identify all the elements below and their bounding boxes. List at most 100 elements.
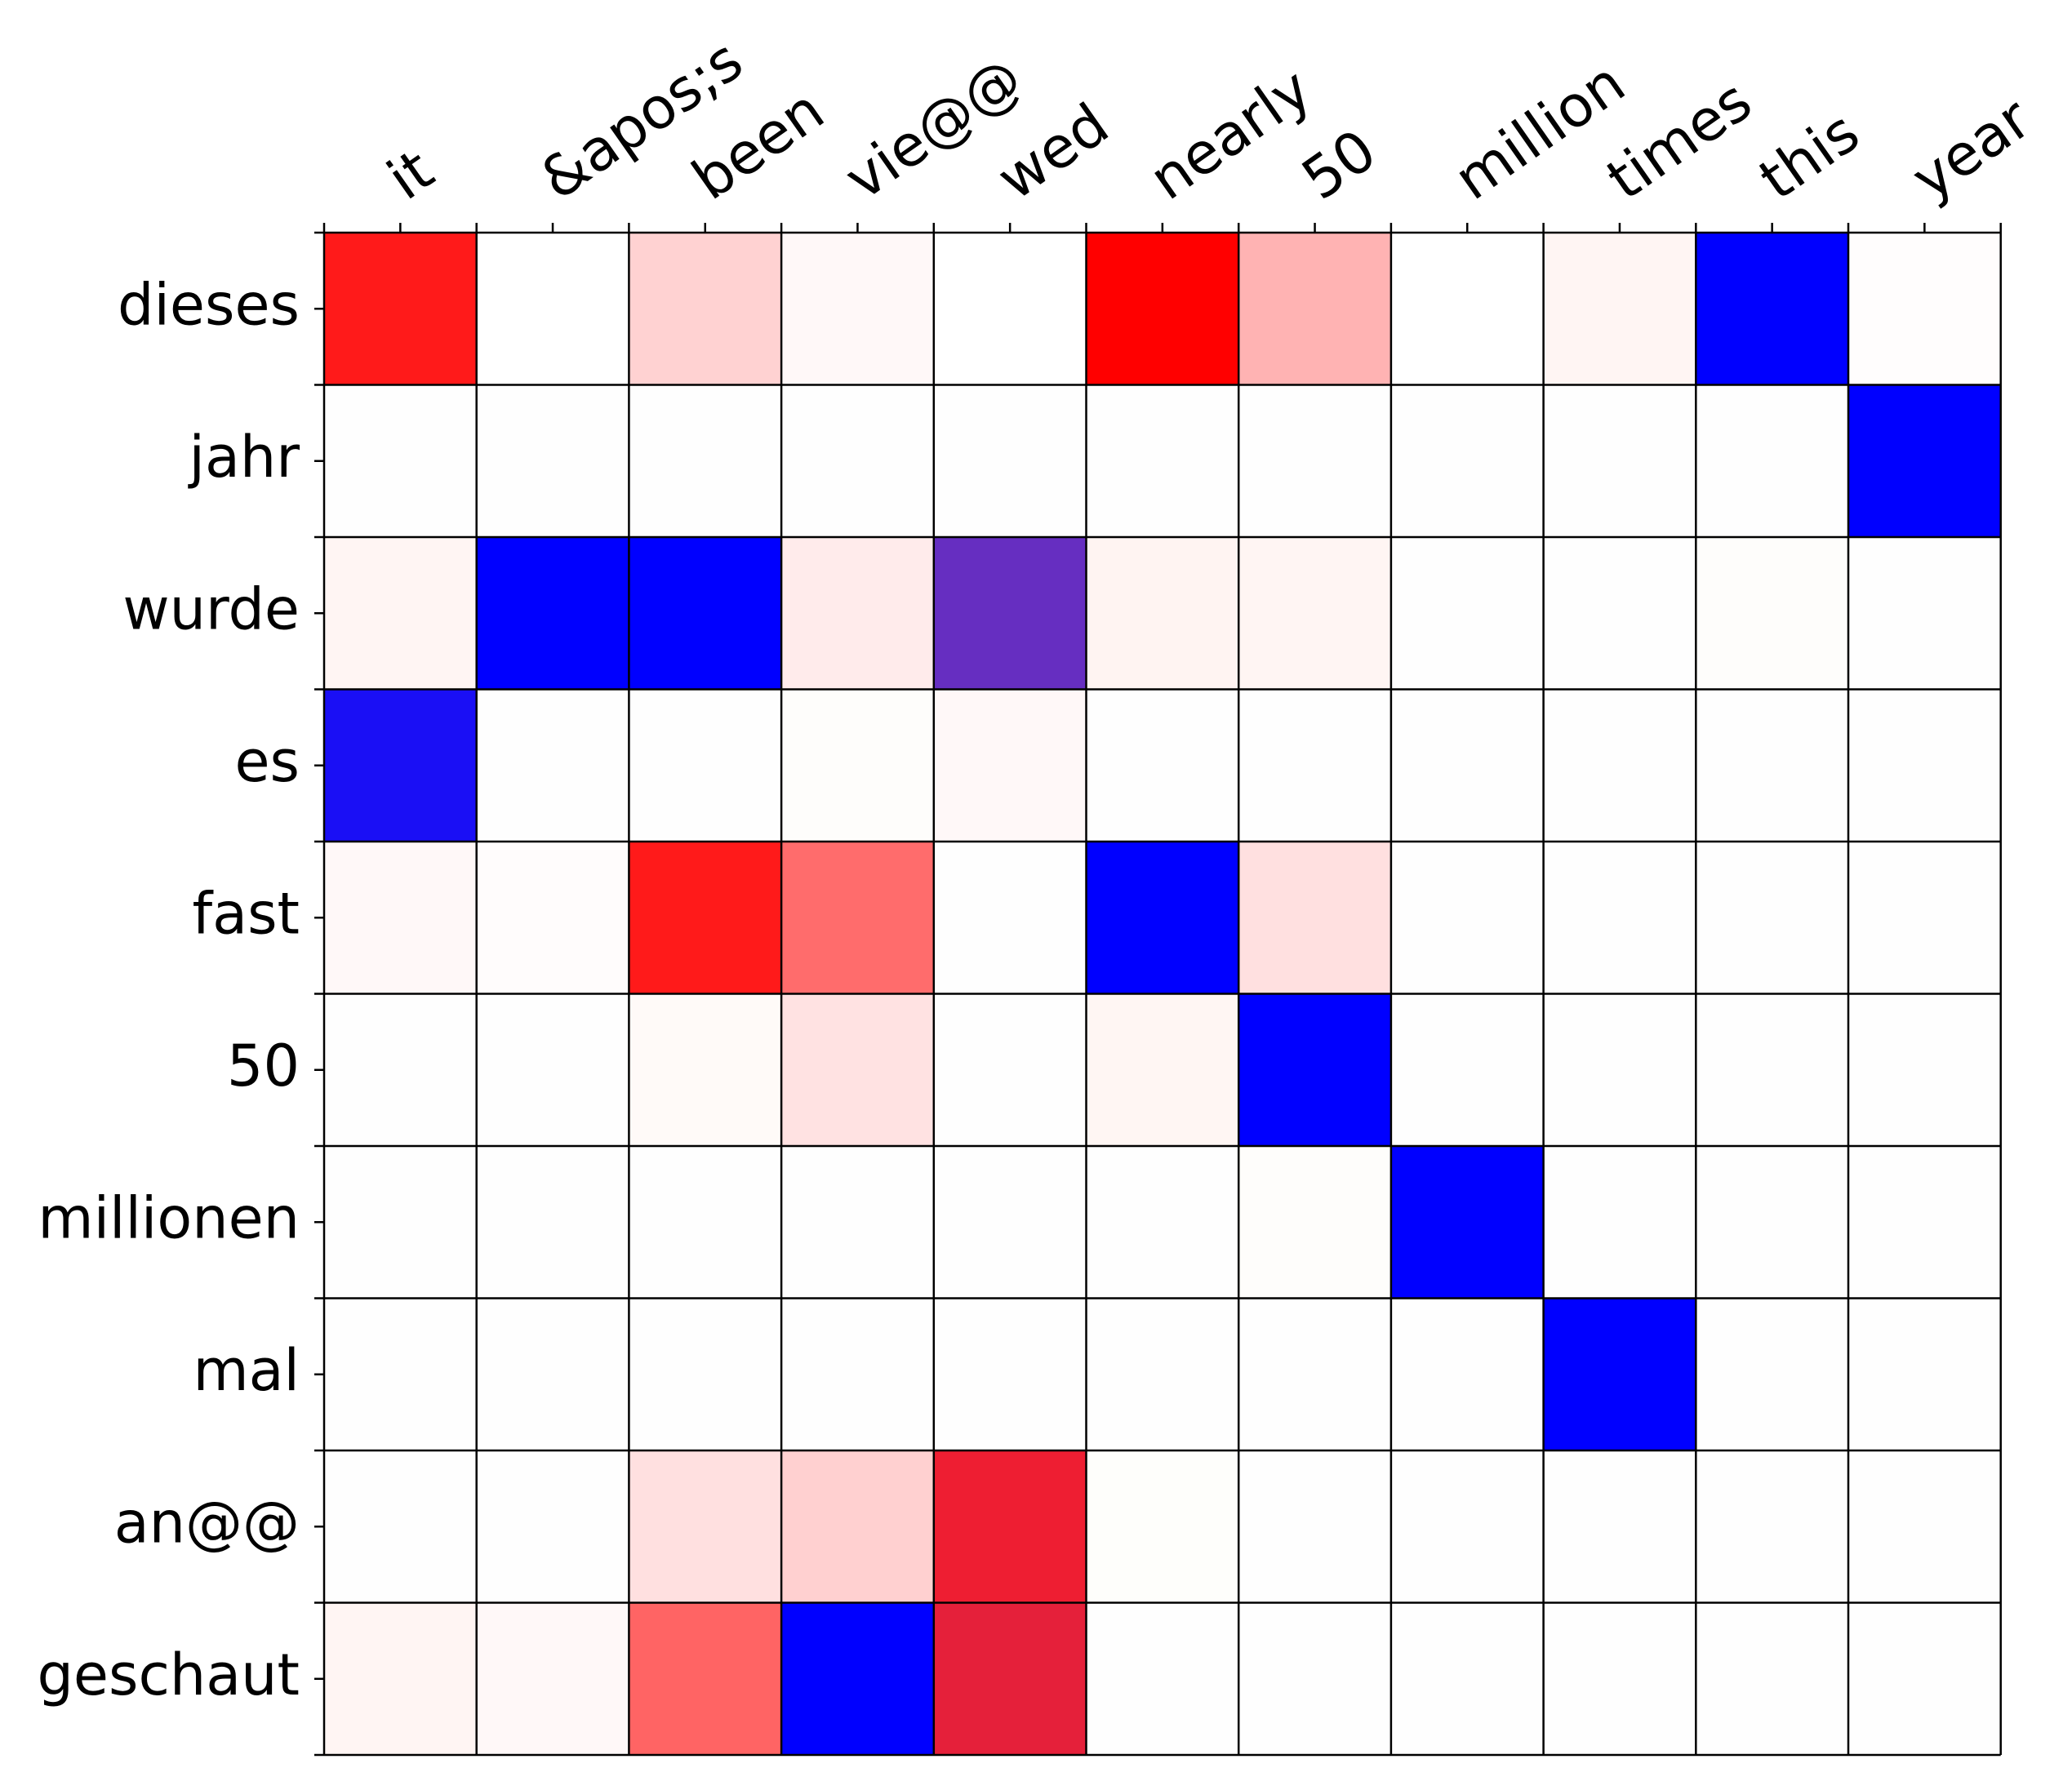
y-tick-label: wurde xyxy=(122,575,300,642)
heatmap-cell-r4-c8 xyxy=(1543,842,1696,994)
y-tick-label: mal xyxy=(193,1337,300,1404)
heatmap-cell-r9-c5 xyxy=(1086,1602,1239,1755)
heatmap-cell-r4-c1 xyxy=(476,842,629,994)
heatmap-cell-r6-c7 xyxy=(1390,1146,1544,1299)
heatmap-cell-r9-c2 xyxy=(629,1602,782,1755)
heatmap-cell-r2-c0 xyxy=(324,537,477,690)
heatmap-cell-r4-c6 xyxy=(1238,842,1391,994)
y-tick-label: dieses xyxy=(118,271,300,338)
heatmap-cell-r4-c2 xyxy=(629,842,782,994)
heatmap-cell-r1-c5 xyxy=(1086,384,1239,537)
heatmap-cell-r3-c7 xyxy=(1390,689,1544,842)
heatmap-cell-r9-c4 xyxy=(933,1602,1087,1755)
heatmap-cell-r0-c4 xyxy=(933,233,1087,385)
heatmap-cell-r3-c2 xyxy=(629,689,782,842)
heatmap-cell-r5-c5 xyxy=(1086,993,1239,1146)
heatmap-cell-r5-c6 xyxy=(1238,993,1391,1146)
heatmap-cell-r9-c8 xyxy=(1543,1602,1696,1755)
heatmap-cell-r9-c7 xyxy=(1390,1602,1544,1755)
heatmap-cell-r1-c8 xyxy=(1543,384,1696,537)
heatmap-cell-r4-c3 xyxy=(781,842,934,994)
heatmap-cell-r8-c8 xyxy=(1543,1450,1696,1603)
heatmap-cell-r4-c0 xyxy=(324,842,477,994)
heatmap-cell-r6-c3 xyxy=(781,1146,934,1299)
heatmap-cell-r2-c8 xyxy=(1543,537,1696,690)
x-tick-label: million xyxy=(1443,49,1637,213)
heatmap-cells xyxy=(324,233,2001,1755)
heatmap-cell-r1-c4 xyxy=(933,384,1087,537)
heatmap-cell-r7-c0 xyxy=(324,1298,477,1450)
heatmap-cell-r8-c7 xyxy=(1390,1450,1544,1603)
heatmap-cell-r1-c2 xyxy=(629,384,782,537)
heatmap-cell-r2-c10 xyxy=(1848,537,2001,690)
heatmap-cell-r7-c5 xyxy=(1086,1298,1239,1450)
heatmap-cell-r5-c0 xyxy=(324,993,477,1146)
heatmap-cell-r5-c7 xyxy=(1390,993,1544,1146)
heatmap-cell-r0-c3 xyxy=(781,233,934,385)
heatmap-cell-r2-c6 xyxy=(1238,537,1391,690)
heatmap-cell-r7-c6 xyxy=(1238,1298,1391,1450)
heatmap-cell-r1-c9 xyxy=(1696,384,1848,537)
heatmap-cell-r1-c3 xyxy=(781,384,934,537)
x-tick-label: vie@@ xyxy=(833,44,1034,213)
heatmap-cell-r3-c6 xyxy=(1238,689,1391,842)
heatmap-cell-r1-c0 xyxy=(324,384,477,537)
heatmap-cell-r2-c7 xyxy=(1390,537,1544,690)
heatmap-cell-r9-c10 xyxy=(1848,1602,2001,1755)
y-tick-label: fast xyxy=(193,880,300,947)
heatmap-cell-r6-c6 xyxy=(1238,1146,1391,1299)
heatmap-cell-r1-c7 xyxy=(1390,384,1544,537)
heatmap-cell-r9-c9 xyxy=(1696,1602,1848,1755)
heatmap-cell-r6-c4 xyxy=(933,1146,1087,1299)
heatmap-cell-r5-c10 xyxy=(1848,993,2001,1146)
heatmap-cell-r6-c1 xyxy=(476,1146,629,1299)
heatmap-cell-r1-c6 xyxy=(1238,384,1391,537)
heatmap-cell-r5-c2 xyxy=(629,993,782,1146)
heatmap-cell-r0-c9 xyxy=(1696,233,1848,385)
heatmap-cell-r0-c2 xyxy=(629,233,782,385)
heatmap-cell-r0-c8 xyxy=(1543,233,1696,385)
heatmap-cell-r7-c9 xyxy=(1696,1298,1848,1450)
axis-ticks xyxy=(314,223,2002,1757)
heatmap-cell-r2-c1 xyxy=(476,537,629,690)
y-tick-label: 50 xyxy=(227,1033,300,1099)
heatmap-cell-r3-c8 xyxy=(1543,689,1696,842)
heatmap-cell-r1-c10 xyxy=(1848,384,2001,537)
heatmap-cell-r6-c8 xyxy=(1543,1146,1696,1299)
y-tick-label: an@@ xyxy=(114,1489,300,1556)
heatmap-cell-r7-c2 xyxy=(629,1298,782,1450)
heatmap-cell-r5-c4 xyxy=(933,993,1087,1146)
heatmap-cell-r8-c0 xyxy=(324,1450,477,1603)
heatmap-cell-r0-c7 xyxy=(1390,233,1544,385)
y-tick-label: jahr xyxy=(188,424,300,491)
heatmap-cell-r5-c8 xyxy=(1543,993,1696,1146)
heatmap-cell-r3-c0 xyxy=(324,689,477,842)
heatmap-cell-r9-c3 xyxy=(781,1602,934,1755)
heatmap-cell-r4-c4 xyxy=(933,842,1087,994)
heatmap-cell-r7-c4 xyxy=(933,1298,1087,1450)
heatmap-cell-r4-c10 xyxy=(1848,842,2001,994)
heatmap-cell-r6-c5 xyxy=(1086,1146,1239,1299)
heatmap-cell-r5-c1 xyxy=(476,993,629,1146)
y-tick-label: geschaut xyxy=(37,1641,300,1708)
heatmap-cell-r0-c1 xyxy=(476,233,629,385)
heatmap-cell-r7-c3 xyxy=(781,1298,934,1450)
heatmap-cell-r8-c9 xyxy=(1696,1450,1848,1603)
heatmap-cell-r0-c10 xyxy=(1848,233,2001,385)
heatmap-cell-r7-c10 xyxy=(1848,1298,2001,1450)
heatmap-cell-r8-c3 xyxy=(781,1450,934,1603)
y-axis-tick-labels: dieses jahr wurde es fast 50 millionen mal an@@ g… xyxy=(37,271,300,1708)
heatmap-cell-r8-c4 xyxy=(933,1450,1087,1603)
heatmap-cell-r2-c5 xyxy=(1086,537,1239,690)
heatmap-cell-r6-c0 xyxy=(324,1146,477,1299)
y-tick-label: es xyxy=(234,728,300,795)
heatmap-cell-r9-c6 xyxy=(1238,1602,1391,1755)
heatmap-cell-r8-c10 xyxy=(1848,1450,2001,1603)
heatmap-cell-r6-c10 xyxy=(1848,1146,2001,1299)
heatmap-cell-r4-c9 xyxy=(1696,842,1848,994)
heatmap-cell-r0-c5 xyxy=(1086,233,1239,385)
heatmap-cell-r3-c4 xyxy=(933,689,1087,842)
x-tick-label: year xyxy=(1900,85,2043,213)
